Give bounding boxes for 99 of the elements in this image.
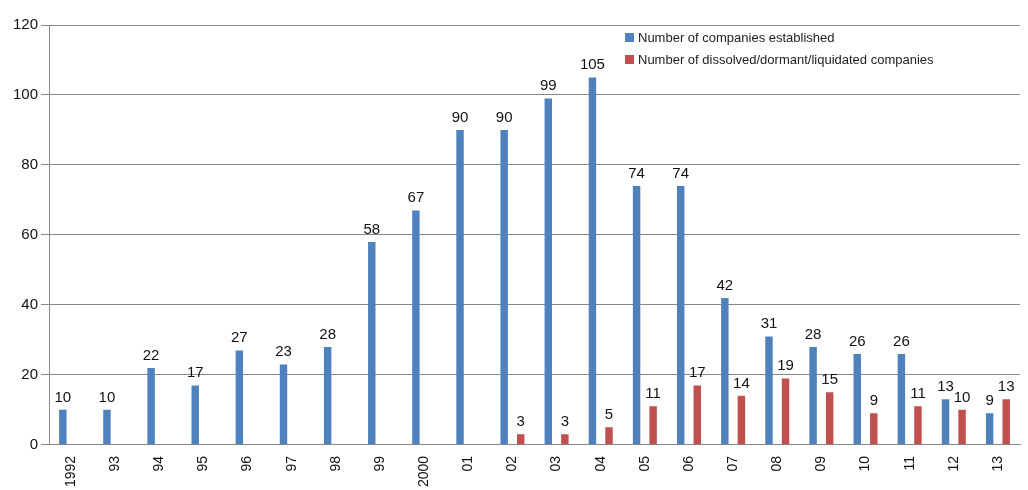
x-tick-label: 13 [988, 455, 1005, 472]
data-label: 10 [98, 387, 116, 405]
data-label: 90 [495, 107, 513, 125]
bar [941, 399, 950, 445]
bar [676, 185, 685, 445]
bar [897, 353, 906, 445]
data-label: 26 [893, 331, 910, 349]
data-label: 31 [760, 314, 778, 332]
y-tick-label: 60 [21, 225, 39, 243]
data-label: 9 [985, 391, 994, 409]
data-label: 99 [539, 76, 557, 94]
data-label: 5 [604, 405, 614, 422]
bar [737, 395, 746, 445]
bar [561, 434, 569, 445]
bar [809, 346, 817, 445]
bar [693, 385, 701, 445]
data-label: 15 [821, 370, 839, 388]
bar [985, 413, 994, 445]
data-label: 42 [716, 275, 734, 293]
legend-label: Number of companies established [637, 29, 836, 47]
y-tick-label: 0 [29, 435, 39, 452]
bar [1002, 399, 1010, 445]
x-tick-label: 11 [900, 455, 917, 471]
data-label: 26 [848, 331, 866, 349]
x-tick-label: 96 [238, 455, 255, 472]
x-tick-label: 08 [768, 455, 785, 472]
bar [870, 413, 878, 445]
bar [500, 129, 508, 445]
bar [456, 129, 464, 445]
data-label: 74 [628, 163, 645, 181]
bar [191, 385, 199, 445]
bar [147, 367, 155, 445]
x-tick-label: 99 [370, 455, 387, 472]
data-label: 74 [672, 163, 690, 181]
bar [103, 409, 111, 445]
data-label: 67 [407, 188, 425, 206]
x-tick-label: 09 [812, 455, 829, 472]
data-label: 58 [363, 219, 381, 237]
bar [765, 336, 773, 445]
y-tick-label: 80 [21, 155, 39, 173]
x-tick-label: 02 [503, 455, 520, 472]
data-label: 17 [186, 363, 204, 381]
data-label: 9 [869, 391, 878, 409]
bar [517, 434, 525, 445]
data-label: 27 [231, 328, 248, 346]
y-tick-label: 40 [21, 295, 39, 313]
data-label: 11 [645, 384, 661, 402]
bar [412, 210, 420, 445]
bar [544, 98, 553, 445]
x-tick-label: 10 [856, 455, 873, 472]
bar [853, 353, 861, 445]
bar [649, 406, 657, 445]
x-tick-label: 94 [150, 455, 167, 472]
data-label: 22 [142, 345, 160, 363]
data-label: 23 [275, 342, 292, 360]
x-tick-label: 07 [723, 455, 740, 472]
data-label: 13 [997, 377, 1015, 395]
bar [368, 241, 376, 445]
bar [59, 409, 67, 445]
data-label: 14 [733, 373, 750, 391]
x-tick-label: 95 [194, 455, 211, 472]
data-label: 10 [54, 387, 72, 405]
data-label: 13 [937, 377, 954, 395]
bar [323, 346, 332, 445]
x-tick-label: 05 [635, 455, 652, 472]
x-tick-label: 12 [944, 455, 961, 472]
data-label: 3 [516, 412, 525, 429]
y-tick-label: 120 [13, 15, 39, 33]
x-tick-label: 93 [106, 455, 123, 472]
data-label: 28 [319, 324, 336, 342]
data-label: 3 [560, 412, 570, 429]
y-tick-label: 100 [13, 85, 39, 103]
bar [825, 392, 834, 445]
x-tick-label: 1992 [61, 455, 78, 488]
data-label: 28 [804, 324, 822, 342]
bar [605, 427, 613, 445]
data-label: 11 [910, 384, 926, 402]
data-label: 90 [451, 107, 469, 125]
legend-label: Number of dissolved/dormant/liquidated companies [637, 51, 934, 69]
bar [914, 406, 922, 445]
x-tick-label: 98 [326, 455, 343, 472]
x-tick-label: 97 [282, 455, 299, 472]
bar [721, 297, 729, 445]
bar [588, 77, 597, 445]
x-tick-label: 2000 [415, 455, 432, 488]
x-tick-label: 01 [459, 455, 476, 472]
y-tick-label: 20 [21, 365, 39, 383]
x-tick-label: 03 [547, 455, 564, 472]
data-label: 10 [953, 387, 971, 405]
x-tick-label: 06 [679, 455, 696, 472]
data-label: 105 [579, 55, 605, 73]
bar [781, 378, 790, 445]
x-tick-label: 04 [591, 455, 608, 472]
data-label: 19 [777, 356, 794, 374]
bar [279, 364, 288, 445]
bar [958, 409, 966, 445]
bar [632, 185, 641, 445]
data-label: 17 [688, 363, 706, 381]
bar [235, 350, 244, 445]
